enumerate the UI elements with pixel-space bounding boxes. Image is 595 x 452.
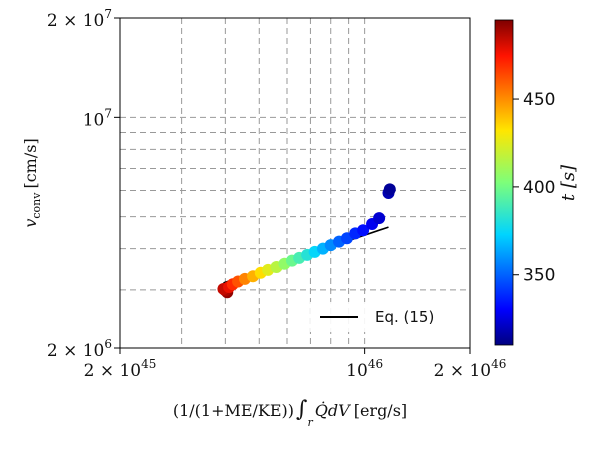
x-tick-label: 1046: [346, 357, 383, 381]
data-point: [373, 212, 386, 225]
x-tick-label: 2 × 1046: [434, 357, 507, 381]
x-ticks: 2 × 1045 1046 2 × 1046: [84, 348, 507, 381]
colorbar-label: t [s]: [558, 164, 579, 201]
plot-frame: [119, 17, 471, 349]
x-tick-label: 2 × 1045: [84, 357, 157, 381]
legend: Eq. (15): [310, 302, 460, 332]
x-axis-label: (1/(1+ME/KE))∫rQ̇dV [erg/s]: [173, 397, 407, 429]
scatter-points: [217, 183, 396, 299]
legend-label: Eq. (15): [375, 308, 434, 326]
grid: [120, 18, 470, 348]
y-tick-label: 2 × 107: [47, 7, 112, 31]
y-ticks: 2 × 106 107 2 × 107: [47, 7, 120, 361]
colorbar-tick-label: 350: [523, 266, 555, 286]
colorbar-scale: [494, 19, 514, 346]
y-tick-label: 107: [83, 106, 112, 130]
y-tick-label: 2 × 106: [47, 337, 112, 361]
y-axis-label: vconv[cm/s]: [21, 138, 43, 227]
colorbar: 350 400 450 t [s]: [494, 19, 579, 346]
colorbar-tick-label: 450: [523, 90, 555, 110]
colorbar-tick-label: 400: [523, 178, 555, 198]
data-point: [357, 224, 370, 237]
colorbar-ticks: 350 400 450: [513, 90, 555, 286]
data-point: [383, 183, 396, 196]
